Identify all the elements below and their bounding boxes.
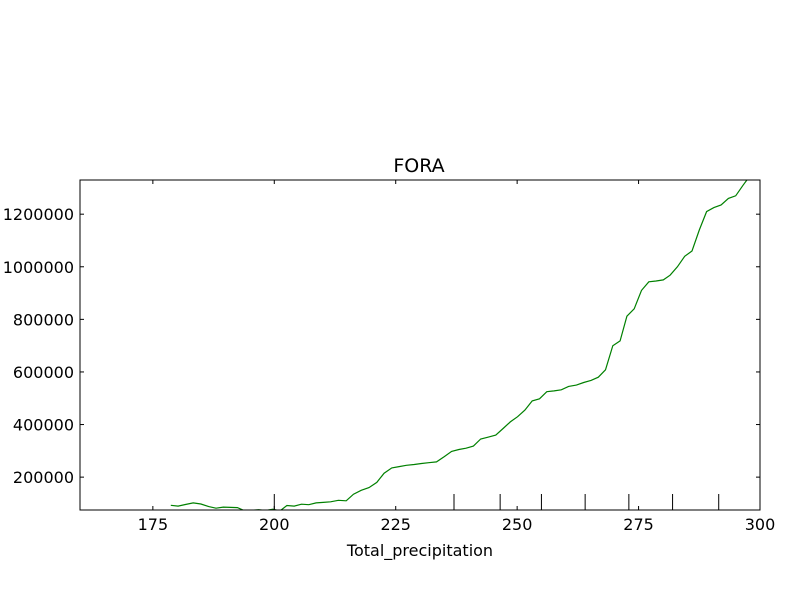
- plot-area: 175 200 225 250 275 300 200000 400000 600000 8000…: [3, 180, 776, 534]
- x-tick-label-3: 250: [502, 515, 533, 534]
- y-tick-label-4: 1000000: [3, 258, 74, 277]
- x-tick-label-1: 200: [259, 515, 290, 534]
- y-tick-label-3: 800000: [13, 310, 74, 329]
- chart-title: FORA: [393, 155, 444, 177]
- x-tick-label-5: 300: [745, 515, 776, 534]
- y-tick-label-1: 400000: [13, 416, 74, 435]
- series-line-0: [171, 180, 747, 511]
- x-tick-label-4: 275: [623, 515, 654, 534]
- y-tick-label-5: 1200000: [3, 205, 74, 224]
- plot-frame: [80, 180, 760, 510]
- y-tick-label-0: 200000: [13, 468, 74, 487]
- y-tick-label-2: 600000: [13, 363, 74, 382]
- x-axis-label: Total_precipitation: [346, 541, 493, 561]
- x-tick-label-2: 225: [380, 515, 411, 534]
- x-tick-label-0: 175: [138, 515, 169, 534]
